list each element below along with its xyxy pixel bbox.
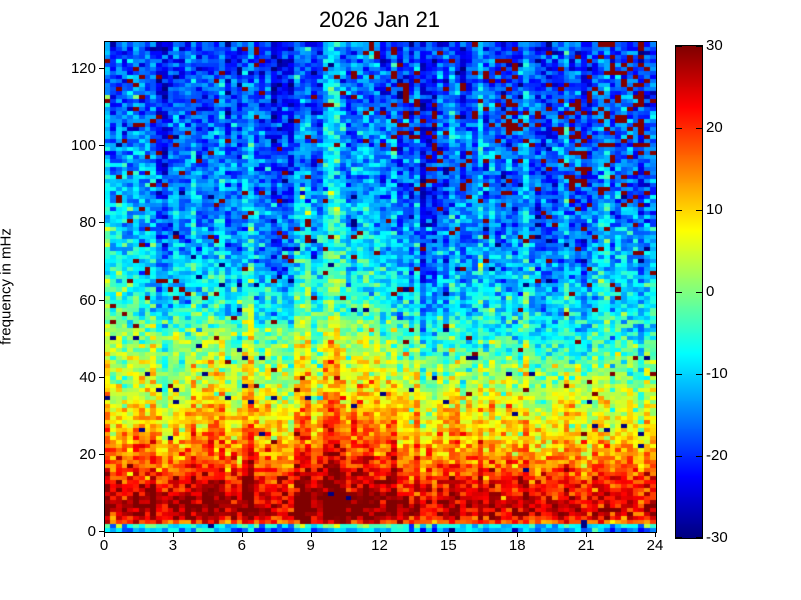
colorbar-tick-label: -30 [706, 529, 728, 546]
colorbar-tick [696, 210, 702, 211]
colorbar-tick [676, 537, 682, 538]
y-axis-tick [99, 68, 104, 69]
colorbar-tick [676, 456, 682, 457]
y-axis-label: frequency in mHz [0, 228, 15, 345]
x-tick-label: 18 [508, 537, 526, 554]
colorbar-tick-label: 20 [706, 119, 723, 136]
colorbar-tick-label: -20 [706, 447, 728, 464]
y-tick-label: 0 [87, 523, 96, 540]
colorbar-tick [676, 128, 682, 129]
x-axis-tick [310, 532, 312, 537]
y-tick-label: 40 [79, 368, 96, 386]
colorbar-tick [676, 210, 682, 211]
x-axis-tick [448, 532, 450, 537]
chart-title: 2026 Jan 21 [318, 7, 441, 32]
x-tick-label: 12 [371, 537, 388, 554]
colorbar-tick [676, 374, 682, 375]
y-axis-tick [99, 453, 104, 455]
plot-area [104, 41, 657, 533]
y-axis-tick [99, 531, 104, 532]
x-axis-tick [104, 532, 105, 537]
colorbar-tick-label: 30 [706, 37, 723, 54]
y-tick-label: 120 [70, 60, 96, 77]
x-axis-tick [517, 532, 519, 537]
y-axis-tick [99, 376, 104, 378]
colorbar-tick-label: 0 [706, 283, 715, 300]
x-tick-label: 3 [168, 537, 178, 554]
x-axis-tick [379, 532, 381, 537]
y-axis-tick [99, 299, 104, 301]
colorbar-tick [696, 292, 702, 293]
colorbar-tick [676, 292, 682, 293]
x-tick-label: 0 [99, 537, 109, 554]
x-tick-label: 21 [577, 537, 595, 554]
spectrogram-canvas [105, 42, 656, 532]
x-axis-tick [655, 532, 656, 537]
y-axis-tick [99, 145, 104, 147]
y-tick-label: 60 [79, 291, 96, 309]
x-tick-label: 15 [440, 537, 457, 554]
colorbar-tick [676, 46, 682, 47]
x-tick-label: 9 [306, 537, 315, 554]
colorbar-tick-label: 10 [706, 201, 723, 218]
colorbar-tick-label: -10 [706, 365, 728, 382]
y-tick-label: 80 [79, 214, 96, 232]
y-axis-tick [99, 222, 104, 224]
colorbar-tick [696, 374, 702, 375]
y-tick-label: 100 [70, 137, 96, 155]
colorbar-tick [696, 537, 702, 538]
colorbar-tick [696, 46, 702, 47]
y-tick-label: 20 [79, 445, 96, 463]
x-tick-label: 6 [237, 537, 246, 554]
x-axis-tick [586, 532, 588, 537]
colorbar-tick [696, 128, 702, 129]
colorbar [675, 45, 703, 539]
x-axis-tick [241, 532, 243, 537]
x-tick-label: 24 [646, 537, 664, 554]
x-axis-tick [172, 532, 174, 537]
colorbar-tick [696, 456, 702, 457]
